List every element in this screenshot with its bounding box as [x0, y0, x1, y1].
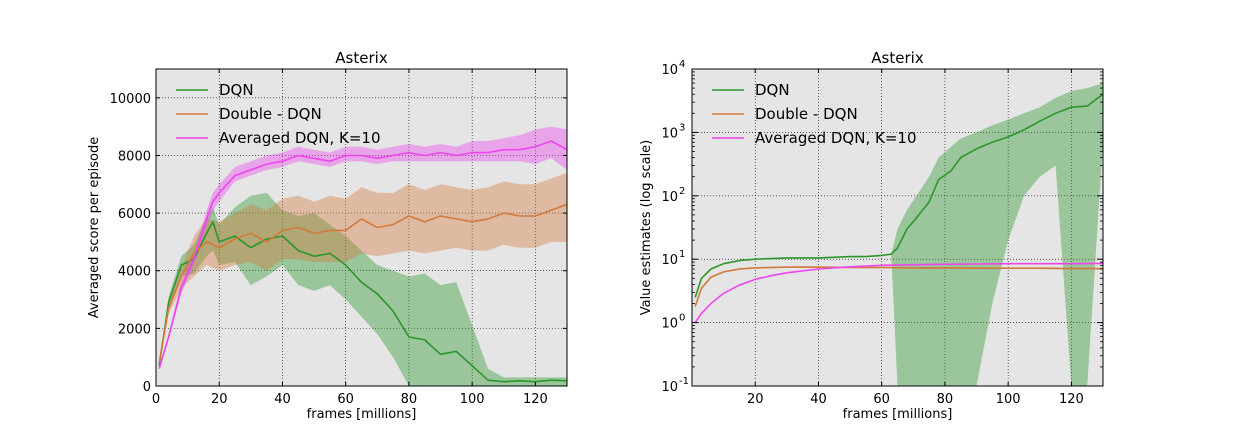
y-tick-exponent: -1: [679, 376, 689, 387]
value-legend: DQN Double - DQN Averaged DQN, K=10: [712, 81, 917, 147]
value-lines: [694, 93, 1103, 324]
score-grid: [156, 69, 567, 386]
legend-label-avg: Averaged DQN, K=10: [219, 129, 381, 147]
x-tick-label: 120: [523, 392, 548, 407]
y-tick-label: 2000: [118, 322, 151, 337]
x-tick-label: 40: [810, 392, 827, 407]
avg-series-line: [694, 262, 1103, 324]
score-axes-frame: [155, 68, 568, 387]
x-tick-label: 80: [937, 392, 954, 407]
y-tick-exponent: 0: [679, 313, 685, 324]
y-tick-label: 8000: [118, 149, 151, 164]
value-grid: [692, 69, 1103, 386]
legend-label-ddqn: Double - DQN: [219, 105, 322, 123]
dqn-series-line: [694, 93, 1103, 298]
value-axes-frame: [691, 68, 1104, 387]
x-tick-label: 60: [873, 392, 890, 407]
score-lines: [158, 140, 567, 383]
x-tick-label: 100: [996, 392, 1021, 407]
score-plot-area: [156, 69, 567, 386]
score-ticks: 0 20 40 60 80 100 120 0 2000 4000 6000 8000 10000: [110, 69, 567, 407]
score-y-axis-label: Averaged score per episode: [87, 137, 102, 318]
value-x-axis-label: frames [millions]: [843, 407, 953, 422]
y-tick-label: 10: [661, 380, 678, 395]
y-tick-label: 10: [661, 253, 678, 268]
y-tick-label: 4000: [118, 265, 151, 280]
y-tick-exponent: 4: [679, 59, 685, 70]
legend-label-dqn: DQN: [219, 81, 254, 99]
y-tick-label: 10: [661, 317, 678, 332]
ddqn-series-line: [158, 203, 567, 364]
score-x-axis-label: frames [millions]: [307, 407, 417, 422]
y-tick-label: 10000: [110, 92, 151, 107]
y-tick-exponent: 2: [679, 186, 685, 197]
legend-label-avg: Averaged DQN, K=10: [755, 129, 917, 147]
value-chart-title: Asterix: [871, 49, 924, 67]
value-plot-area: [692, 69, 1103, 386]
value-y-axis-label: Value estimates (log scale): [639, 140, 654, 316]
legend-label-ddqn: Double - DQN: [755, 105, 858, 123]
score-chart: 0 20 40 60 80 100 120 0 2000 4000 6000 8000 10000 As…: [87, 49, 568, 422]
x-tick-label: 80: [401, 392, 418, 407]
y-tick-label: 0: [143, 380, 151, 395]
x-tick-label: 0: [152, 392, 160, 407]
x-tick-label: 60: [337, 392, 354, 407]
dqn-confidence-band: [695, 83, 1103, 386]
x-tick-label: 120: [1059, 392, 1084, 407]
avg-series-line: [158, 140, 567, 369]
y-tick-label: 10: [661, 126, 678, 141]
avg-confidence-band: [159, 126, 567, 369]
legend-label-dqn: DQN: [755, 81, 790, 99]
y-tick-exponent: 1: [679, 249, 685, 260]
y-tick-label: 10: [661, 63, 678, 78]
value-bands: [695, 83, 1103, 386]
x-tick-label: 20: [211, 392, 228, 407]
y-tick-label: 10: [661, 190, 678, 205]
score-legend: DQN Double - DQN Averaged DQN, K=10: [176, 81, 381, 147]
y-tick-label: 6000: [118, 207, 151, 222]
score-chart-title: Asterix: [335, 49, 388, 67]
dqn-series-line: [158, 220, 567, 383]
y-tick-exponent: 3: [679, 122, 685, 133]
x-tick-label: 40: [274, 392, 291, 407]
x-tick-label: 100: [460, 392, 485, 407]
x-tick-label: 20: [747, 392, 764, 407]
